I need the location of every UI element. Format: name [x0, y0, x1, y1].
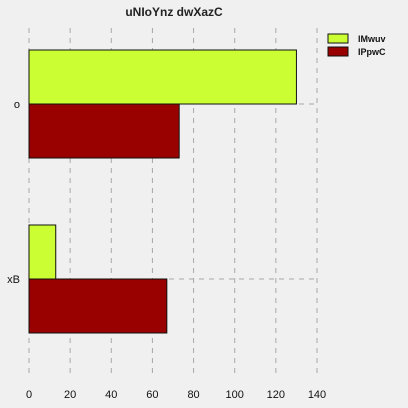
legend-label: lMwuv — [358, 34, 386, 44]
x-axis-tick-labels: 0 20 40 60 80 100 120 140 — [26, 389, 326, 401]
legend: lMwuv IPpwC — [327, 33, 386, 57]
x-tick-label: 80 — [187, 389, 199, 401]
bar — [28, 224, 57, 280]
x-tick-label: 40 — [105, 389, 117, 401]
legend-label: IPpwC — [358, 47, 386, 57]
x-tick-label: 100 — [226, 389, 244, 401]
y-tick-label: o — [14, 99, 20, 111]
chart-title: uNIoYnz dwXazC — [125, 5, 223, 19]
x-tick-label: 0 — [26, 389, 32, 401]
bar — [28, 103, 180, 159]
x-tick-label: 140 — [308, 389, 326, 401]
x-tick-label: 120 — [267, 389, 285, 401]
y-tick-label: xB — [7, 274, 20, 286]
bars — [28, 49, 297, 334]
y-axis-tick-labels: o xB — [7, 99, 20, 286]
legend-swatch — [327, 46, 349, 57]
bar — [28, 49, 297, 105]
x-tick-label: 20 — [64, 389, 76, 401]
legend-swatch — [327, 33, 349, 44]
bar — [28, 278, 168, 334]
x-tick-label: 60 — [146, 389, 158, 401]
